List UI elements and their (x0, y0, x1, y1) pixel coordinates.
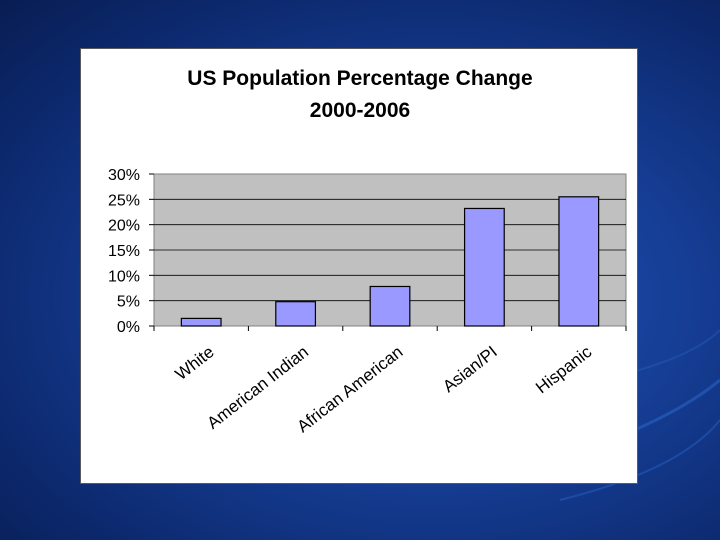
x-tick-label: Asian/PI (439, 342, 501, 396)
bar (275, 301, 317, 327)
y-tick-label: 20% (108, 218, 140, 235)
y-tick-label: 10% (108, 268, 140, 285)
bar (369, 285, 411, 327)
x-tick-label: White (172, 342, 218, 384)
y-tick-label: 25% (108, 192, 140, 209)
y-tick-label: 0% (117, 319, 140, 336)
chart-subtitle: 2000-2006 (309, 99, 411, 122)
chart-panel: US Population Percentage Change 2000-200… (80, 48, 638, 484)
chart-title: US Population Percentage Change (187, 67, 533, 90)
y-tick-label: 15% (108, 243, 140, 260)
bar (180, 317, 222, 327)
y-tick-label: 30% (108, 167, 140, 184)
y-tick-label: 5% (117, 294, 140, 311)
bar (463, 207, 505, 327)
x-tick-label: Hispanic (532, 342, 595, 397)
bar (558, 196, 600, 327)
